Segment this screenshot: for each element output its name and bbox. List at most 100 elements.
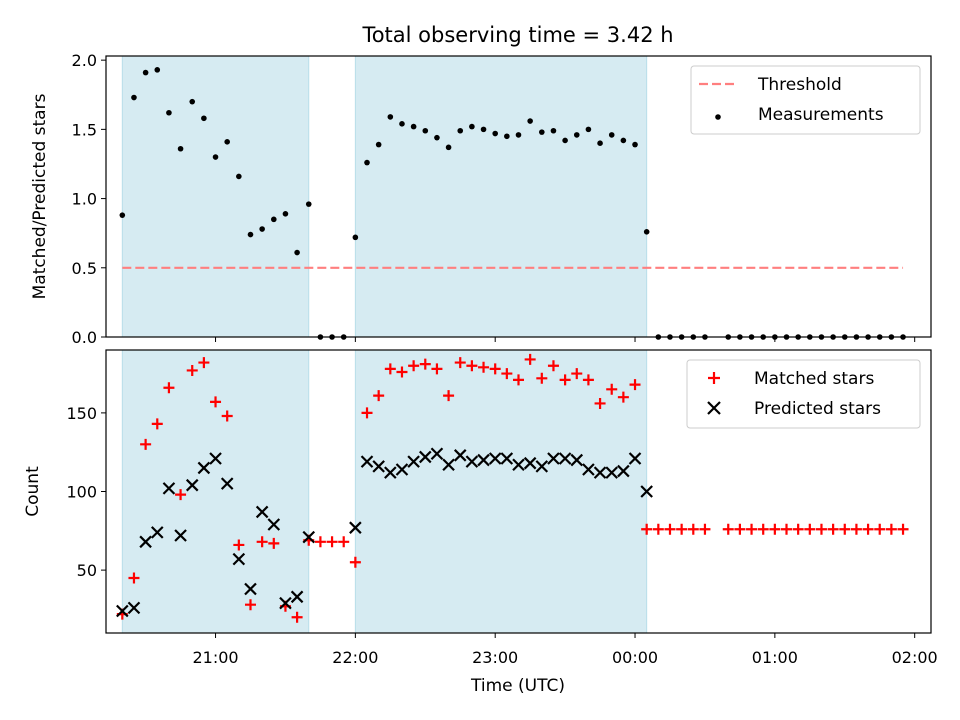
matched-stars-point [524, 353, 536, 365]
measurement-point [632, 141, 638, 148]
top-y-axis-label: Matched/Predicted stars [30, 93, 50, 299]
matched-stars-point [221, 410, 233, 422]
bottom-axis-ticks: 50 100 150 [66, 404, 916, 638]
legend-label: Threshold [757, 75, 842, 95]
measurement-point [201, 115, 207, 122]
matched-stars-point [885, 523, 897, 535]
measurement-point [550, 127, 557, 134]
matched-stars-point [664, 523, 676, 535]
matched-stars-point [699, 523, 711, 535]
observing-window-span [354, 55, 648, 338]
measurement-point [457, 127, 464, 134]
measurement-point [294, 249, 300, 256]
matched-stars-point [734, 523, 746, 535]
y-tick-label: 100 [66, 483, 97, 502]
matched-stars-point [291, 611, 303, 623]
legend-label: Predicted stars [754, 399, 881, 419]
matched-stars-point [198, 357, 210, 369]
matched-stars-point [781, 523, 793, 535]
measurement-point [236, 173, 242, 180]
predicted-stars-point [419, 450, 432, 464]
predicted-stars-point [477, 453, 490, 467]
top-observing-windows [121, 55, 648, 338]
predicted-stars-point [558, 452, 572, 465]
predicted-stars-point [605, 466, 618, 479]
measurement-point [445, 144, 452, 151]
legend-measurement-swatch [715, 114, 721, 120]
matched-stars-point [792, 523, 804, 535]
measurement-point [154, 67, 161, 73]
matched-stars-point [815, 523, 827, 535]
measurement-point [212, 154, 219, 160]
y-tick-label: 1.0 [72, 190, 97, 209]
measurement-point [399, 121, 405, 127]
matched-stars-point [489, 363, 501, 375]
matched-stars-point [268, 537, 280, 549]
measurement-point [224, 139, 230, 145]
matched-stars-point [850, 523, 862, 535]
x-tick-label: 01:00 [752, 648, 798, 667]
matched-stars-point [163, 382, 175, 394]
predicted-stars-point [302, 530, 316, 544]
predicted-stars-point [570, 453, 584, 467]
predicted-stars-point [395, 463, 409, 476]
top-panel: 0.00.51.01.52.0 Matched/Predicted stars … [30, 51, 932, 347]
measurement-point [620, 137, 627, 144]
predicted-stars-point [174, 529, 187, 542]
matched-stars-point [676, 523, 688, 535]
predicted-stars-point [139, 535, 152, 549]
y-tick-label: 0.0 [72, 328, 97, 347]
measurement-point [282, 211, 289, 217]
measurement-point [189, 98, 196, 105]
matched-stars-point [839, 523, 851, 535]
predicted-stars-point [407, 455, 420, 468]
measurement-point [539, 129, 545, 135]
predicted-stars-point [384, 466, 397, 479]
matched-stars-point [478, 361, 490, 373]
matched-stars-point [151, 418, 163, 430]
matched-stars-point [629, 379, 641, 391]
predicted-stars-point [244, 582, 257, 596]
observing-window-span [121, 349, 310, 634]
matched-stars-point [233, 539, 245, 551]
legend-label: Matched stars [754, 369, 874, 389]
matched-stars-point [746, 523, 758, 535]
measurement-point [480, 126, 487, 133]
matched-stars-point [617, 391, 629, 403]
matched-stars-point [606, 383, 618, 395]
matched-stars-point [373, 390, 385, 402]
matched-stars-point [536, 372, 548, 384]
predicted-stars-point [279, 596, 292, 610]
matched-stars-point [338, 536, 350, 548]
measurement-point [305, 201, 312, 207]
matched-stars-point [326, 536, 338, 548]
measurement-point [387, 114, 394, 120]
predicted-stars-point [349, 521, 362, 534]
y-tick-label: 50 [77, 561, 97, 580]
predicted-stars-point [453, 449, 467, 462]
matched-stars-point [140, 438, 152, 450]
y-tick-label: 150 [66, 404, 97, 423]
observing-window-span [354, 349, 648, 634]
predicted-stars-point [255, 505, 269, 519]
predicted-stars-point [150, 526, 164, 539]
top-legend: Threshold Measurements [690, 65, 921, 135]
matched-stars-point [419, 358, 431, 370]
x-tick-label: 00:00 [612, 648, 658, 667]
matched-stars-point [466, 360, 478, 372]
measurement-point [410, 123, 417, 130]
x-tick-label: 23:00 [472, 648, 518, 667]
predicted-stars-point [209, 452, 222, 465]
measurement-point [166, 109, 172, 116]
matched-stars-point [687, 523, 699, 535]
matched-stars-point [128, 572, 140, 584]
bottom-panel: 50 100 150 Count Matched stars Predicted st… [23, 349, 932, 638]
matched-stars-point [757, 523, 769, 535]
matched-stars-point [722, 523, 734, 535]
predicted-stars-point [628, 452, 642, 465]
predicted-stars-point [116, 604, 129, 618]
measurement-point [573, 132, 580, 138]
measurement-point [515, 132, 522, 138]
predicted-stars-point [547, 452, 560, 465]
measurement-point [270, 216, 277, 223]
